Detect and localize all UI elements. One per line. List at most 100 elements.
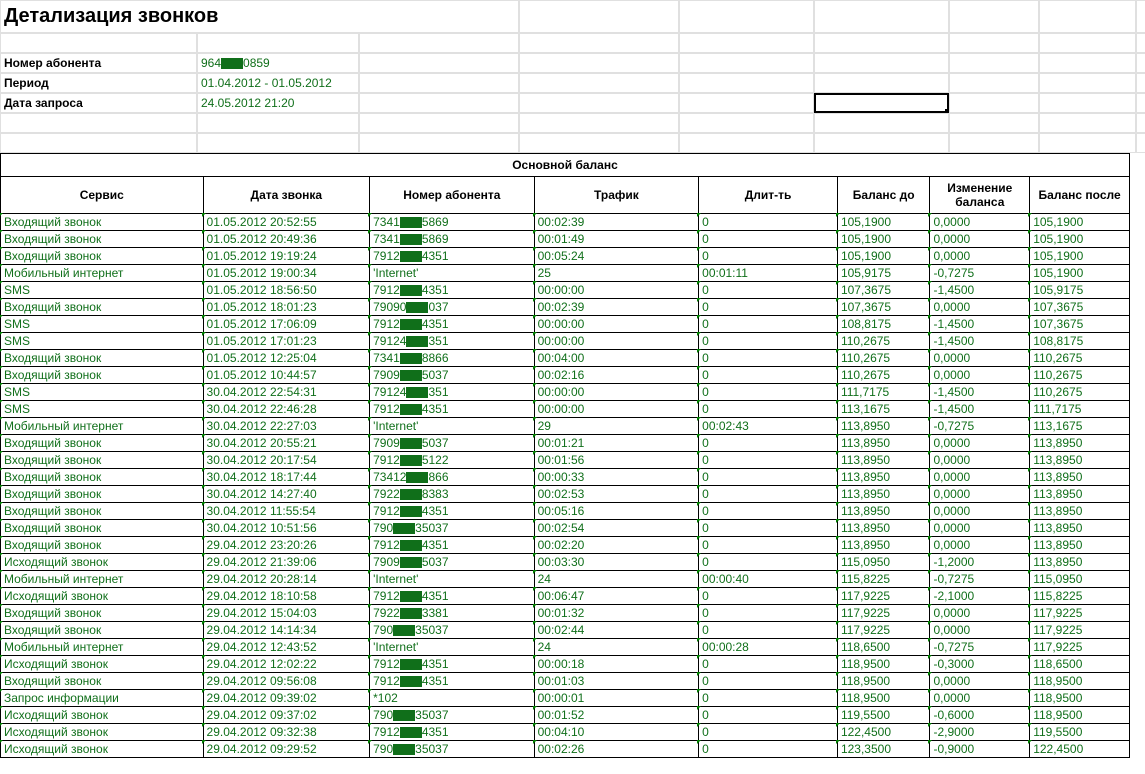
- table-cell[interactable]: 00:02:39: [534, 299, 699, 316]
- table-row[interactable]: Входящий звонок01.05.2012 20:49:36734158…: [1, 231, 1130, 248]
- table-cell[interactable]: 0: [699, 690, 838, 707]
- table-cell[interactable]: 01.05.2012 10:44:57: [203, 367, 370, 384]
- table-row[interactable]: Входящий звонок01.05.2012 19:19:24791243…: [1, 248, 1130, 265]
- table-cell[interactable]: Входящий звонок: [1, 350, 204, 367]
- table-cell[interactable]: 79124351: [370, 673, 535, 690]
- table-cell[interactable]: 73412866: [370, 469, 535, 486]
- table-cell[interactable]: 01.05.2012 17:06:09: [203, 316, 370, 333]
- table-cell[interactable]: 73415869: [370, 231, 535, 248]
- table-cell[interactable]: -0,3000: [930, 656, 1030, 673]
- table-cell[interactable]: 0,0000: [930, 673, 1030, 690]
- table-cell[interactable]: 00:00:28: [699, 639, 838, 656]
- table-cell[interactable]: 108,8175: [837, 316, 930, 333]
- table-cell[interactable]: 111,7175: [1030, 401, 1130, 418]
- table-cell[interactable]: Мобильный интернет: [1, 571, 204, 588]
- table-cell[interactable]: 29.04.2012 15:04:03: [203, 605, 370, 622]
- table-cell[interactable]: 30.04.2012 11:55:54: [203, 503, 370, 520]
- table-cell[interactable]: 0,0000: [930, 486, 1030, 503]
- table-cell[interactable]: 115,8225: [1030, 588, 1130, 605]
- table-row[interactable]: Входящий звонок29.04.2012 15:04:03792233…: [1, 605, 1130, 622]
- table-cell[interactable]: 107,3675: [1030, 316, 1130, 333]
- table-row[interactable]: SMS01.05.2012 18:56:507912435100:00:0001…: [1, 282, 1130, 299]
- table-cell[interactable]: 01.05.2012 12:25:04: [203, 350, 370, 367]
- table-cell[interactable]: 00:01:03: [534, 673, 699, 690]
- table-cell[interactable]: 113,8950: [1030, 554, 1130, 571]
- table-cell[interactable]: 00:05:24: [534, 248, 699, 265]
- table-cell[interactable]: 00:01:11: [699, 265, 838, 282]
- empty-cell[interactable]: [519, 93, 679, 113]
- table-row[interactable]: Запрос информации29.04.2012 09:39:02*102…: [1, 690, 1130, 707]
- table-cell[interactable]: 0: [699, 656, 838, 673]
- table-row[interactable]: Входящий звонок30.04.2012 10:51:56790350…: [1, 520, 1130, 537]
- table-cell[interactable]: 0,0000: [930, 299, 1030, 316]
- empty[interactable]: [1039, 0, 1136, 33]
- table-cell[interactable]: 30.04.2012 20:55:21: [203, 435, 370, 452]
- table-cell[interactable]: 0,0000: [930, 622, 1030, 639]
- table-cell[interactable]: 0: [699, 724, 838, 741]
- table-cell[interactable]: 0,0000: [930, 367, 1030, 384]
- table-cell[interactable]: 113,8950: [837, 435, 930, 452]
- table-cell[interactable]: Входящий звонок: [1, 435, 204, 452]
- table-cell[interactable]: 119,5500: [1030, 724, 1130, 741]
- table-cell[interactable]: SMS: [1, 384, 204, 401]
- table-cell[interactable]: Исходящий звонок: [1, 741, 204, 758]
- table-cell[interactable]: 00:02:54: [534, 520, 699, 537]
- table-cell[interactable]: -1,4500: [930, 401, 1030, 418]
- table-cell[interactable]: 118,9500: [837, 673, 930, 690]
- table-cell[interactable]: 110,2675: [1030, 384, 1130, 401]
- table-row[interactable]: Исходящий звонок29.04.2012 18:10:5879124…: [1, 588, 1130, 605]
- table-cell[interactable]: 0,0000: [930, 435, 1030, 452]
- table-cell[interactable]: -1,4500: [930, 333, 1030, 350]
- table-cell[interactable]: -1,4500: [930, 282, 1030, 299]
- table-cell[interactable]: 105,1900: [837, 231, 930, 248]
- table-cell[interactable]: Входящий звонок: [1, 622, 204, 639]
- table-cell[interactable]: 117,9225: [1030, 639, 1130, 656]
- table-cell[interactable]: 'Internet': [370, 639, 535, 656]
- table-cell[interactable]: 79035037: [370, 622, 535, 639]
- table-cell[interactable]: 118,6500: [1030, 656, 1130, 673]
- table-cell[interactable]: 113,8950: [837, 537, 930, 554]
- table-cell[interactable]: -1,2000: [930, 554, 1030, 571]
- table-cell[interactable]: 30.04.2012 14:27:40: [203, 486, 370, 503]
- table-row[interactable]: SMS30.04.2012 22:46:287912435100:00:0001…: [1, 401, 1130, 418]
- table-cell[interactable]: 29.04.2012 14:14:34: [203, 622, 370, 639]
- table-row[interactable]: Входящий звонок30.04.2012 20:17:54791251…: [1, 452, 1130, 469]
- table-cell[interactable]: 79124351: [370, 248, 535, 265]
- empty-cell[interactable]: [1039, 53, 1136, 73]
- table-cell[interactable]: 00:01:52: [534, 707, 699, 724]
- table-cell[interactable]: 115,8225: [837, 571, 930, 588]
- table-cell[interactable]: 0,0000: [930, 214, 1030, 231]
- table-cell[interactable]: SMS: [1, 282, 204, 299]
- table-cell[interactable]: Исходящий звонок: [1, 554, 204, 571]
- table-cell[interactable]: 118,9500: [1030, 707, 1130, 724]
- table-cell[interactable]: 113,8950: [1030, 469, 1130, 486]
- empty[interactable]: [679, 0, 814, 33]
- table-cell[interactable]: 113,8950: [1030, 503, 1130, 520]
- column-header[interactable]: Баланс до: [837, 177, 930, 214]
- table-cell[interactable]: 0: [699, 401, 838, 418]
- empty-cell[interactable]: [814, 73, 949, 93]
- table-cell[interactable]: 0: [699, 435, 838, 452]
- table-cell[interactable]: 'Internet': [370, 571, 535, 588]
- table-cell[interactable]: 79124351: [370, 316, 535, 333]
- column-header[interactable]: Длит-ть: [699, 177, 838, 214]
- table-cell[interactable]: 0: [699, 214, 838, 231]
- table-cell[interactable]: 0: [699, 605, 838, 622]
- column-header[interactable]: Изменение баланса: [930, 177, 1030, 214]
- table-cell[interactable]: 24: [534, 639, 699, 656]
- empty-cell[interactable]: [679, 93, 814, 113]
- table-cell[interactable]: Исходящий звонок: [1, 656, 204, 673]
- table-cell[interactable]: 79124351: [370, 282, 535, 299]
- table-cell[interactable]: 29.04.2012 20:28:14: [203, 571, 370, 588]
- table-cell[interactable]: 24: [534, 571, 699, 588]
- table-row[interactable]: SMS30.04.2012 22:54:317912435100:00:0001…: [1, 384, 1130, 401]
- table-cell[interactable]: 'Internet': [370, 265, 535, 282]
- table-cell[interactable]: 0,0000: [930, 350, 1030, 367]
- table-cell[interactable]: 79124351: [370, 656, 535, 673]
- table-cell[interactable]: 79124351: [370, 503, 535, 520]
- table-cell[interactable]: 00:00:01: [534, 690, 699, 707]
- table-cell[interactable]: 0: [699, 503, 838, 520]
- table-cell[interactable]: 29: [534, 418, 699, 435]
- table-cell[interactable]: 0: [699, 741, 838, 758]
- table-cell[interactable]: 113,8950: [837, 486, 930, 503]
